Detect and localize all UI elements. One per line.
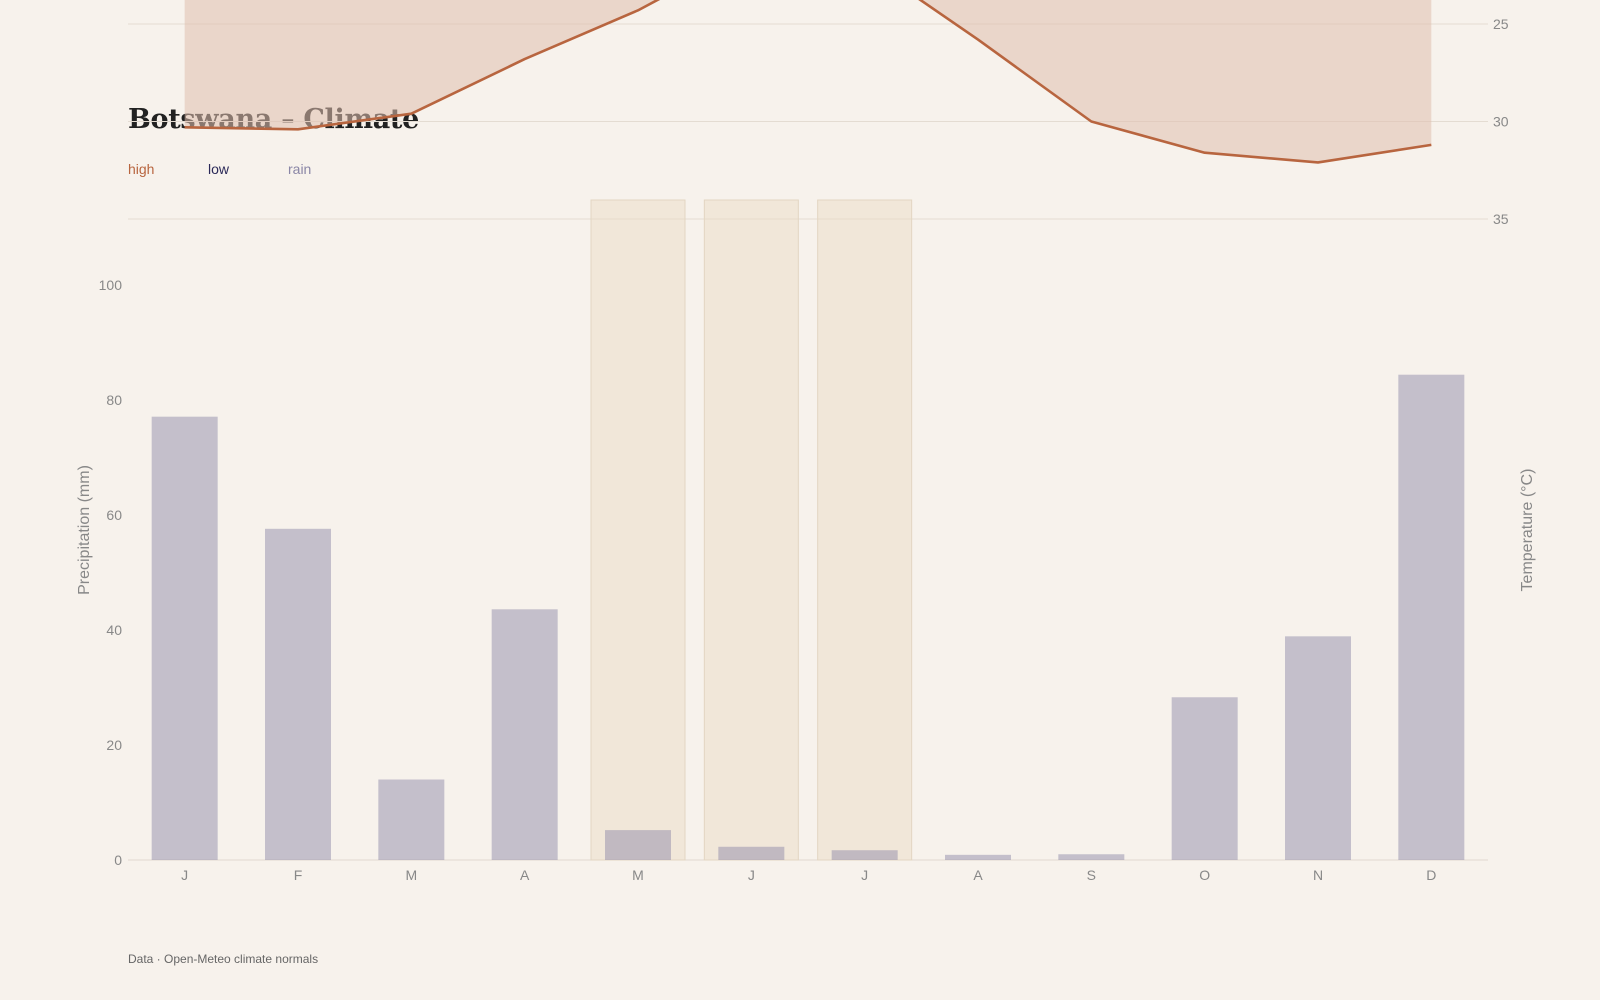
legend-item-high: high xyxy=(128,161,155,177)
footnote: Data · Open-Meteo climate normals xyxy=(128,952,319,966)
highlight-band xyxy=(703,199,799,861)
x-tick-label: O xyxy=(1199,867,1210,883)
x-tick-label: S xyxy=(1087,867,1096,883)
rain-bar xyxy=(1171,697,1238,860)
x-tick-label: M xyxy=(632,867,644,883)
temperature-range-area xyxy=(184,0,1432,163)
y-right-tick-label: 35 xyxy=(1493,211,1509,227)
high-temperature-line xyxy=(184,0,1432,164)
rain-bar xyxy=(265,528,331,860)
x-tick-label: M xyxy=(405,867,417,883)
y-tick-label: 0 xyxy=(114,852,122,868)
x-tick-label: A xyxy=(520,867,530,883)
y-tick-label: 20 xyxy=(106,737,122,753)
y-right-tick-label: 30 xyxy=(1493,114,1509,130)
legend-item-rain: rain xyxy=(288,161,312,177)
x-tick-label: A xyxy=(973,867,983,883)
rain-bar xyxy=(831,850,898,860)
y-axis-title: Precipitation (mm) xyxy=(76,465,93,595)
y-tick-label: 40 xyxy=(106,622,122,638)
rain-bar xyxy=(151,416,218,860)
rain-bar xyxy=(491,609,558,860)
rain-bar xyxy=(1058,854,1125,860)
y-right-axis-title: Temperature (°C) xyxy=(1519,469,1536,592)
x-tick-label: J xyxy=(181,867,188,883)
highlight-band xyxy=(817,199,913,861)
legend-item-low: low xyxy=(208,161,230,177)
rain-bar xyxy=(605,830,671,860)
y-tick-label: 60 xyxy=(106,507,122,523)
y-tick-label: 80 xyxy=(106,392,122,408)
rain-bar xyxy=(378,779,445,860)
x-tick-label: J xyxy=(748,867,755,883)
rain-bar xyxy=(1285,636,1351,860)
x-tick-label: N xyxy=(1313,867,1323,883)
x-tick-label: D xyxy=(1426,867,1436,883)
x-tick-label: F xyxy=(294,867,303,883)
rain-bar xyxy=(945,854,1011,860)
y-tick-label: 100 xyxy=(99,277,123,293)
y-right-tick-label: 25 xyxy=(1493,16,1509,32)
rain-bar xyxy=(718,846,785,860)
rain-bar xyxy=(1398,374,1465,860)
x-tick-label: J xyxy=(861,867,868,883)
highlight-band xyxy=(590,199,686,861)
